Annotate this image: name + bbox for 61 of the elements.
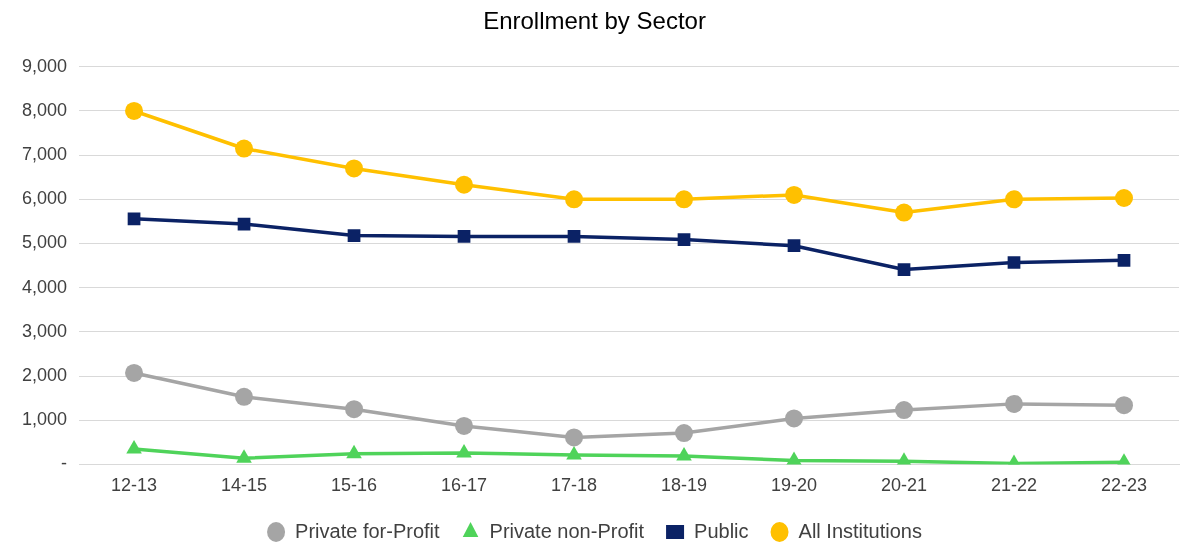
point	[785, 409, 804, 428]
point	[126, 439, 142, 454]
point	[455, 175, 474, 194]
point	[347, 229, 361, 242]
point	[345, 159, 364, 178]
point	[125, 101, 144, 120]
point	[1115, 189, 1133, 208]
point	[125, 363, 144, 382]
y-tick-label: 1,000	[22, 409, 68, 430]
x-tick-label: 14-15	[221, 475, 268, 496]
y-tick-label: 2,000	[22, 365, 68, 386]
point	[127, 212, 141, 226]
x-tick-label: 15-16	[331, 475, 378, 496]
point	[455, 416, 474, 435]
point	[895, 203, 914, 222]
y-tick-label: 4,000	[22, 276, 68, 297]
point	[786, 451, 802, 465]
x-tick-label: 22-23	[1100, 475, 1148, 496]
x-tick-label: 16-17	[441, 475, 488, 496]
point	[565, 428, 584, 447]
y-tick-label: 7,000	[22, 144, 68, 165]
y-tick-label: 9,000	[22, 55, 68, 76]
point	[1005, 394, 1024, 413]
point	[897, 263, 911, 276]
point	[676, 447, 692, 461]
point	[567, 230, 581, 243]
point	[677, 233, 691, 246]
x-tick-label: 18-19	[661, 475, 708, 496]
y-tick-label: -	[61, 453, 68, 474]
chart-title: Enrollment by Sector	[483, 7, 706, 35]
y-tick-label: 5,000	[22, 232, 68, 253]
point	[346, 444, 362, 459]
point	[235, 387, 254, 406]
point	[787, 239, 801, 253]
x-tick-label: 21-22	[990, 475, 1038, 496]
point	[675, 424, 694, 443]
point	[235, 139, 254, 158]
y-tick-label: 3,000	[22, 320, 68, 341]
x-tick-label: 12-13	[111, 475, 158, 496]
y-tick-label: 6,000	[22, 188, 68, 209]
point	[1005, 190, 1024, 209]
x-tick-label: 19-20	[770, 475, 818, 496]
x-tick-label: 20-21	[880, 475, 928, 496]
point	[345, 400, 364, 419]
legend-label: All Institutions	[798, 519, 922, 542]
legend-label: Private for-Profit	[295, 519, 440, 542]
point	[457, 230, 471, 243]
point	[1007, 256, 1021, 269]
point	[1115, 396, 1133, 415]
legend-label: Private non-Profit	[489, 519, 645, 542]
x-tick-label: 17-18	[551, 475, 598, 496]
point	[456, 443, 472, 458]
point	[785, 185, 804, 204]
point	[1117, 253, 1131, 267]
point	[565, 190, 584, 209]
legend-label: Public	[694, 519, 749, 542]
point	[236, 449, 252, 463]
point	[675, 190, 694, 209]
y-tick-label: 8,000	[22, 99, 68, 120]
point	[566, 446, 582, 460]
point	[895, 401, 914, 420]
